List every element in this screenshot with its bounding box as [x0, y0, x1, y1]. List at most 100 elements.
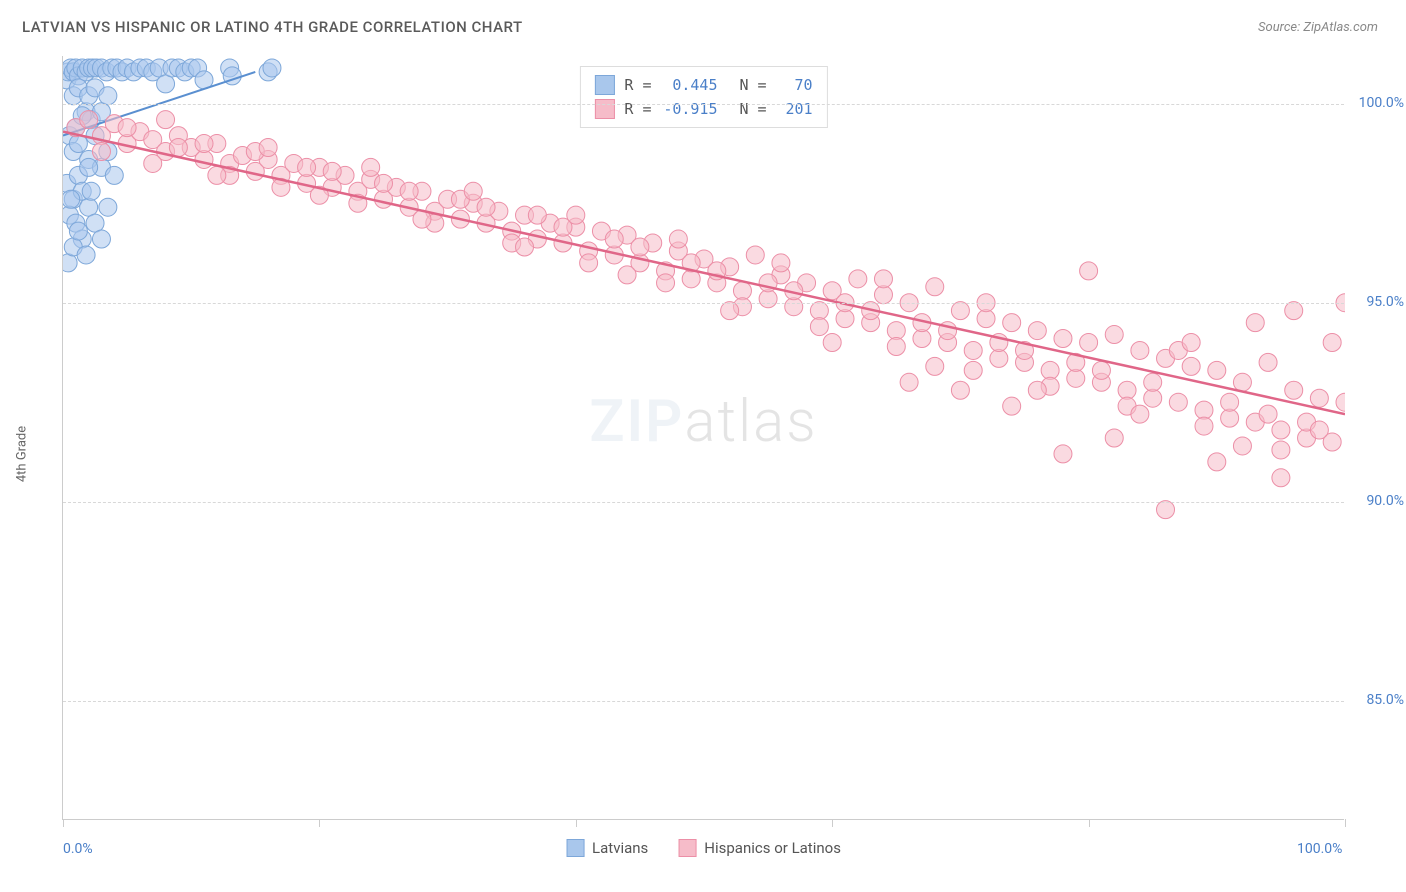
data-point — [92, 143, 110, 161]
data-point — [926, 357, 944, 375]
r-value: 0.445 — [662, 76, 718, 94]
data-point — [1080, 262, 1098, 280]
x-tick — [832, 819, 833, 827]
data-point — [1003, 397, 1021, 415]
data-point — [785, 298, 803, 316]
data-point — [298, 158, 316, 176]
header: LATVIAN VS HISPANIC OR LATINO 4TH GRADE … — [0, 0, 1406, 48]
data-point — [157, 75, 175, 93]
legend-swatch — [678, 839, 696, 857]
data-point — [1131, 341, 1149, 359]
data-point — [1323, 334, 1341, 352]
data-point — [746, 246, 764, 264]
data-point — [631, 238, 649, 256]
data-point — [1285, 302, 1303, 320]
gridline — [63, 502, 1344, 503]
x-tick — [1345, 819, 1346, 827]
gridline — [63, 303, 1344, 304]
data-point — [362, 158, 380, 176]
data-point — [1272, 441, 1290, 459]
y-tick-label: 90.0% — [1366, 493, 1404, 509]
data-point — [618, 266, 636, 284]
data-point — [1144, 389, 1162, 407]
data-point — [80, 111, 98, 129]
data-point — [1195, 417, 1213, 435]
data-point — [1131, 405, 1149, 423]
data-point — [63, 190, 80, 208]
data-point — [1272, 469, 1290, 487]
data-point — [464, 182, 482, 200]
data-point — [1221, 393, 1239, 411]
legend-label: Latvians — [592, 839, 648, 857]
data-point — [721, 302, 739, 320]
data-point — [92, 230, 110, 248]
source-label: Source: ZipAtlas.com — [1258, 20, 1378, 35]
data-point — [1221, 409, 1239, 427]
data-point — [810, 302, 828, 320]
data-point — [157, 111, 175, 129]
data-point — [86, 214, 104, 232]
x-tick — [1089, 819, 1090, 827]
data-point — [759, 290, 777, 308]
data-point — [874, 270, 892, 288]
data-point — [195, 135, 213, 153]
data-point — [657, 274, 675, 292]
data-point — [1054, 330, 1072, 348]
r-label: R = — [624, 100, 651, 118]
data-point — [964, 341, 982, 359]
data-point — [669, 230, 687, 248]
data-point — [836, 310, 854, 328]
data-point — [1182, 334, 1200, 352]
data-point — [951, 381, 969, 399]
data-point — [375, 174, 393, 192]
data-point — [1144, 373, 1162, 391]
data-point — [323, 162, 341, 180]
data-point — [1028, 322, 1046, 340]
data-point — [1336, 393, 1345, 411]
data-point — [977, 310, 995, 328]
data-point — [118, 119, 136, 137]
data-point — [1105, 326, 1123, 344]
data-point — [874, 286, 892, 304]
y-tick-label: 95.0% — [1366, 294, 1404, 310]
data-point — [1067, 369, 1085, 387]
data-point — [849, 270, 867, 288]
x-tick — [63, 819, 64, 827]
data-point — [195, 150, 213, 168]
n-label: N = — [740, 100, 767, 118]
data-point — [733, 282, 751, 300]
data-point — [63, 254, 77, 272]
legend-swatch — [566, 839, 584, 857]
legend-item: Hispanics or Latinos — [678, 839, 841, 857]
data-point — [528, 206, 546, 224]
series-legend: Latvians Hispanics or Latinos — [566, 839, 841, 857]
data-point — [1182, 357, 1200, 375]
data-point — [580, 254, 598, 272]
data-point — [1208, 453, 1226, 471]
data-point — [887, 337, 905, 355]
data-point — [69, 222, 87, 240]
data-point — [1105, 429, 1123, 447]
r-value: -0.915 — [662, 100, 718, 118]
data-point — [263, 59, 281, 77]
n-value: 70 — [777, 76, 813, 94]
x-tick-label: 0.0% — [63, 841, 93, 857]
data-point — [259, 139, 277, 157]
data-point — [1233, 373, 1251, 391]
data-point — [516, 238, 534, 256]
data-point — [823, 334, 841, 352]
data-point — [605, 230, 623, 248]
data-point — [1003, 314, 1021, 332]
data-point — [1246, 314, 1264, 332]
data-point — [400, 182, 418, 200]
data-point — [105, 166, 123, 184]
legend-row: R =0.445N =70 — [594, 73, 812, 97]
y-tick-label: 100.0% — [1359, 95, 1404, 111]
stats-legend: R =0.445N =70 R = -0.915 N = 201 — [579, 66, 827, 128]
data-point — [951, 302, 969, 320]
x-tick-label: 100.0% — [1297, 841, 1342, 857]
data-point — [926, 278, 944, 296]
n-value: 201 — [777, 100, 813, 118]
y-tick-label: 85.0% — [1366, 692, 1404, 708]
plot-region: ZIPatlas R =0.445N =70R =-0.915N =201 La… — [62, 56, 1344, 820]
